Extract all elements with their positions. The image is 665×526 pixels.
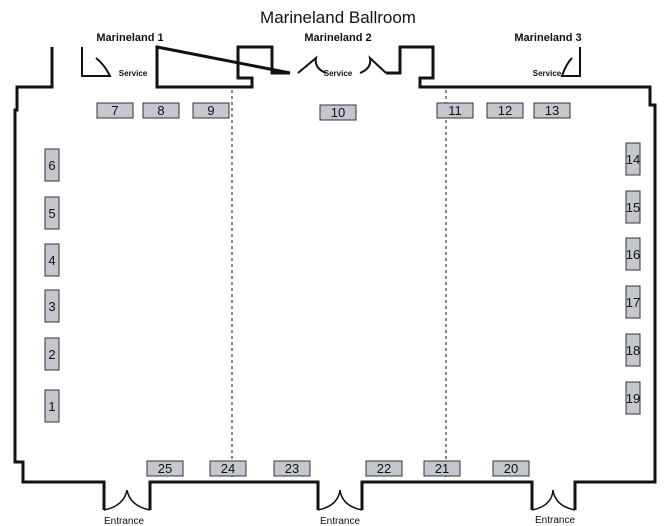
booth-9[interactable]: 9 bbox=[192, 102, 230, 119]
booth-23[interactable]: 23 bbox=[273, 460, 311, 477]
booth-number-6: 6 bbox=[48, 158, 55, 173]
booth-14[interactable]: 14 bbox=[625, 142, 641, 176]
room-label-marineland-1: Marineland 1 bbox=[96, 32, 163, 44]
booth-number-13: 13 bbox=[545, 103, 559, 118]
booth-number-8: 8 bbox=[157, 103, 164, 118]
booth-number-23: 23 bbox=[285, 461, 299, 476]
booth-number-10: 10 bbox=[331, 105, 345, 120]
service-label-2: Service bbox=[324, 69, 353, 78]
booth-17[interactable]: 17 bbox=[625, 285, 641, 319]
booth-12[interactable]: 12 bbox=[486, 102, 524, 119]
booth-number-3: 3 bbox=[48, 299, 55, 314]
booth-5[interactable]: 5 bbox=[44, 196, 60, 230]
booth-15[interactable]: 15 bbox=[625, 190, 641, 224]
booth-number-20: 20 bbox=[504, 461, 518, 476]
booth-3[interactable]: 3 bbox=[44, 289, 60, 323]
booth-21[interactable]: 21 bbox=[423, 460, 461, 477]
booth-number-19: 19 bbox=[626, 391, 640, 406]
booth-16[interactable]: 16 bbox=[625, 237, 641, 271]
booth-8[interactable]: 8 bbox=[142, 102, 180, 119]
booth-1[interactable]: 1 bbox=[44, 389, 60, 423]
booth-number-15: 15 bbox=[626, 200, 640, 215]
entrance-door-2 bbox=[317, 489, 363, 511]
booth-number-7: 7 bbox=[111, 103, 118, 118]
room-label-marineland-2: Marineland 2 bbox=[304, 32, 371, 44]
booth-24[interactable]: 24 bbox=[209, 460, 247, 477]
ballroom-title: Marineland Ballroom bbox=[260, 8, 416, 27]
booth-20[interactable]: 20 bbox=[492, 460, 530, 477]
service-alcove-1 bbox=[81, 47, 112, 77]
entrance-label-3: Entrance bbox=[535, 515, 575, 526]
booth-2[interactable]: 2 bbox=[44, 337, 60, 371]
booth-number-18: 18 bbox=[626, 343, 640, 358]
booth-number-22: 22 bbox=[377, 461, 391, 476]
booth-number-14: 14 bbox=[626, 152, 640, 167]
booth-18[interactable]: 18 bbox=[625, 333, 641, 367]
booth-4[interactable]: 4 bbox=[44, 243, 60, 277]
booth-19[interactable]: 19 bbox=[625, 381, 641, 415]
booth-10[interactable]: 10 bbox=[319, 104, 357, 121]
booth-number-9: 9 bbox=[207, 103, 214, 118]
service-label-1: Service bbox=[119, 69, 148, 78]
service-alcove-3 bbox=[560, 47, 581, 77]
entrance-door-1 bbox=[103, 489, 151, 511]
entrance-label-2: Entrance bbox=[320, 516, 360, 526]
booth-number-2: 2 bbox=[48, 347, 55, 362]
booth-7[interactable]: 7 bbox=[96, 102, 134, 119]
booth-number-12: 12 bbox=[498, 103, 512, 118]
booth-number-5: 5 bbox=[48, 206, 55, 221]
booth-number-1: 1 bbox=[48, 399, 55, 414]
ballroom-outer-wall bbox=[13, 45, 657, 510]
booth-number-11: 11 bbox=[448, 103, 462, 118]
booth-13[interactable]: 13 bbox=[533, 102, 571, 119]
booth-6[interactable]: 6 bbox=[44, 148, 60, 182]
booth-number-25: 25 bbox=[158, 461, 172, 476]
booth-22[interactable]: 22 bbox=[365, 460, 403, 477]
room-label-marineland-3: Marineland 3 bbox=[514, 32, 581, 44]
booth-number-24: 24 bbox=[221, 461, 235, 476]
booth-25[interactable]: 25 bbox=[146, 460, 184, 477]
service-alcove-2 bbox=[297, 55, 387, 74]
booth-number-17: 17 bbox=[626, 295, 640, 310]
booth-number-16: 16 bbox=[626, 247, 640, 262]
entrance-label-1: Entrance bbox=[104, 516, 144, 526]
booth-number-4: 4 bbox=[48, 253, 55, 268]
booth-11[interactable]: 11 bbox=[436, 102, 474, 119]
entrance-door-3 bbox=[531, 489, 576, 511]
service-label-3: Service bbox=[533, 69, 562, 78]
booth-number-21: 21 bbox=[435, 461, 449, 476]
